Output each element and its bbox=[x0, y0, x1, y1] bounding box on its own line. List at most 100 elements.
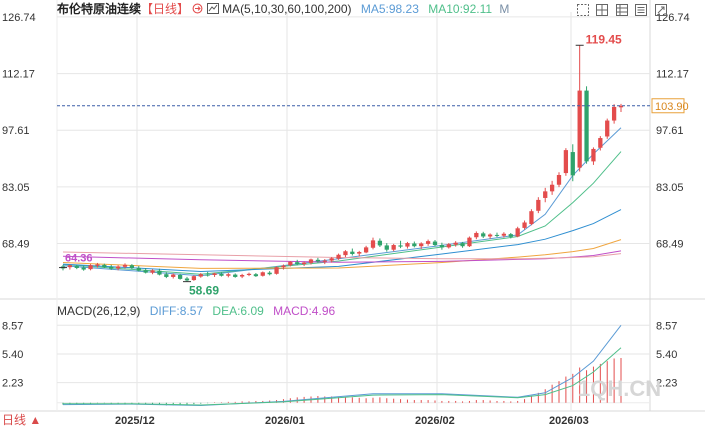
candle[interactable] bbox=[481, 233, 486, 237]
candle[interactable] bbox=[384, 245, 389, 250]
candle[interactable] bbox=[357, 252, 362, 254]
table-icon[interactable] bbox=[615, 3, 628, 21]
dotted-square-icon[interactable] bbox=[577, 3, 589, 21]
settings-icon[interactable] bbox=[654, 3, 667, 21]
candle[interactable] bbox=[591, 148, 596, 162]
candle[interactable] bbox=[191, 276, 197, 281]
candle[interactable] bbox=[487, 234, 493, 237]
candle[interactable] bbox=[549, 184, 555, 192]
grid-icon[interactable] bbox=[596, 3, 609, 21]
candle[interactable] bbox=[288, 261, 293, 266]
period-tag[interactable]: 【日线】 bbox=[141, 2, 190, 16]
candle[interactable] bbox=[522, 222, 527, 228]
candle[interactable] bbox=[308, 259, 314, 263]
candle[interactable] bbox=[322, 260, 327, 262]
candle[interactable] bbox=[405, 243, 410, 247]
candle[interactable] bbox=[295, 262, 300, 265]
macd-y-tick-right: 2.23 bbox=[656, 378, 677, 390]
candle[interactable] bbox=[363, 247, 369, 253]
candle[interactable] bbox=[584, 90, 589, 162]
y-tick-right: 83.05 bbox=[656, 182, 684, 194]
candle[interactable] bbox=[88, 265, 93, 270]
candle[interactable] bbox=[164, 274, 169, 277]
candle[interactable] bbox=[115, 266, 121, 269]
candle[interactable] bbox=[529, 211, 534, 225]
candle[interactable] bbox=[205, 274, 210, 276]
candle[interactable] bbox=[536, 199, 541, 211]
candle[interactable] bbox=[419, 243, 424, 247]
candle[interactable] bbox=[446, 244, 451, 248]
candle[interactable] bbox=[370, 240, 376, 248]
list-icon[interactable] bbox=[635, 3, 648, 21]
candle[interactable] bbox=[239, 274, 245, 277]
ma-config-label[interactable]: MA(5,10,30,60,100,200) bbox=[222, 2, 352, 16]
candle[interactable] bbox=[377, 240, 383, 246]
candle[interactable] bbox=[219, 273, 224, 276]
candle[interactable] bbox=[494, 234, 500, 236]
candle[interactable] bbox=[246, 273, 252, 275]
ma-more-toggle[interactable]: M bbox=[499, 2, 510, 16]
candle[interactable] bbox=[212, 273, 217, 275]
candle[interactable] bbox=[177, 274, 183, 279]
candle[interactable] bbox=[432, 241, 438, 246]
candle[interactable] bbox=[143, 270, 148, 273]
macd-title[interactable]: MACD(26,12,9) bbox=[57, 304, 141, 318]
macd-y-tick-left: 8.57 bbox=[2, 320, 23, 332]
candle[interactable] bbox=[460, 243, 465, 247]
candle[interactable] bbox=[102, 264, 107, 268]
candle[interactable] bbox=[274, 267, 279, 274]
candle[interactable] bbox=[508, 234, 513, 237]
candle[interactable] bbox=[398, 245, 403, 247]
candle[interactable] bbox=[253, 274, 259, 277]
candle[interactable] bbox=[391, 245, 396, 250]
macd-y-tick-left: 5.40 bbox=[2, 349, 23, 361]
candle[interactable] bbox=[563, 150, 569, 174]
candle[interactable] bbox=[136, 267, 141, 271]
candle[interactable] bbox=[425, 241, 431, 244]
candle[interactable] bbox=[122, 264, 128, 267]
candle[interactable] bbox=[226, 274, 231, 276]
candle[interactable] bbox=[260, 272, 265, 276]
candle[interactable] bbox=[577, 90, 582, 168]
candle[interactable] bbox=[467, 237, 472, 247]
candle[interactable] bbox=[109, 266, 114, 269]
candle[interactable] bbox=[281, 265, 286, 268]
period-selector-button[interactable]: 日线 ▲ bbox=[2, 413, 42, 427]
candle[interactable] bbox=[157, 270, 162, 275]
candle[interactable] bbox=[474, 232, 479, 238]
candle[interactable] bbox=[570, 152, 575, 176]
swap-icon[interactable] bbox=[192, 3, 203, 17]
candle[interactable] bbox=[198, 274, 203, 277]
candle[interactable] bbox=[412, 243, 417, 247]
candle[interactable] bbox=[150, 270, 155, 273]
candle[interactable] bbox=[171, 274, 176, 277]
candle[interactable] bbox=[439, 245, 445, 248]
indicator-icon[interactable] bbox=[206, 2, 219, 17]
candle[interactable] bbox=[95, 264, 100, 266]
candle[interactable] bbox=[453, 242, 458, 245]
candle[interactable] bbox=[543, 191, 548, 198]
candle[interactable] bbox=[598, 138, 603, 148]
candle[interactable] bbox=[336, 254, 341, 259]
candle[interactable] bbox=[67, 265, 73, 268]
candle[interactable] bbox=[350, 251, 355, 254]
candle[interactable] bbox=[315, 259, 321, 262]
candle[interactable] bbox=[184, 278, 190, 281]
candle[interactable] bbox=[74, 266, 79, 268]
candle[interactable] bbox=[618, 105, 624, 108]
candle[interactable] bbox=[501, 233, 507, 236]
candle[interactable] bbox=[605, 120, 610, 137]
macd-line-dea bbox=[63, 347, 622, 406]
candle[interactable] bbox=[343, 251, 348, 256]
candle[interactable] bbox=[129, 265, 135, 268]
candle[interactable] bbox=[611, 106, 617, 121]
candle[interactable] bbox=[233, 274, 238, 277]
candle[interactable] bbox=[301, 262, 307, 265]
candle[interactable] bbox=[81, 267, 86, 270]
candle[interactable] bbox=[329, 258, 334, 261]
candle[interactable] bbox=[515, 228, 520, 237]
x-tick-label: 2025/12 bbox=[115, 415, 155, 427]
candle[interactable] bbox=[556, 175, 562, 185]
candle[interactable] bbox=[267, 272, 272, 275]
